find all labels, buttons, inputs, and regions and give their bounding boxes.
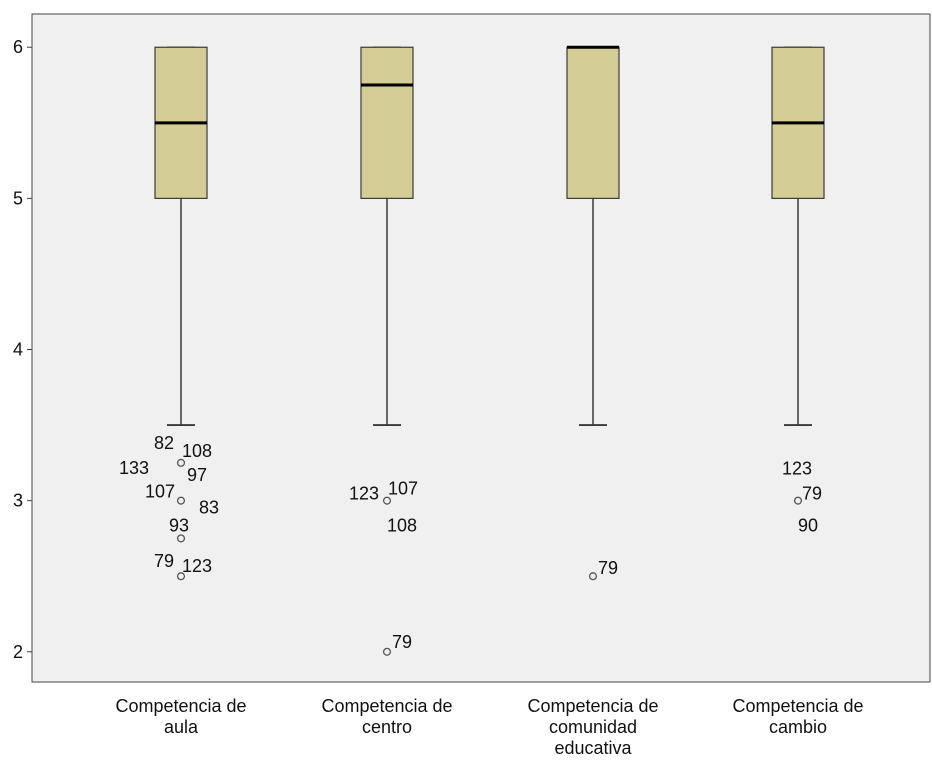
outlier-point	[176, 572, 186, 581]
outlier-point	[588, 572, 598, 581]
box-iqr	[360, 46, 414, 199]
box-group	[154, 46, 208, 581]
outlier-label: 79	[154, 551, 174, 571]
outlier-label: 82	[154, 433, 174, 453]
outlier-label: 79	[598, 558, 618, 578]
outlier-label: 123	[182, 556, 212, 576]
outlier-label: 107	[145, 482, 175, 502]
y-tick-label: 6	[13, 37, 23, 57]
box-layer: 82 108 133 97 107 83 93 79 123 123 107 108 79 79 123 79…	[119, 45, 825, 656]
category-label: Competencia de	[527, 696, 658, 716]
outlier-point	[793, 496, 803, 505]
box-iqr	[566, 46, 620, 199]
box-group	[771, 46, 825, 505]
category-label: centro	[362, 717, 412, 737]
y-tick-label: 2	[13, 642, 23, 662]
category-label: aula	[164, 717, 199, 737]
outlier-label: 107	[388, 479, 418, 499]
outlier-label: 108	[387, 516, 417, 536]
category-label: educativa	[554, 738, 632, 758]
outlier-point	[382, 496, 392, 505]
outlier-label: 83	[199, 498, 219, 518]
outlier-label: 133	[119, 458, 149, 478]
outlier-label: 90	[798, 516, 818, 536]
category-label: Competencia de	[115, 696, 246, 716]
y-tick-label: 4	[13, 340, 23, 360]
outlier-label: 97	[187, 465, 207, 485]
category-label: comunidad	[549, 717, 637, 737]
box-group	[360, 46, 414, 656]
outlier-label: 79	[392, 632, 412, 652]
y-tick-label: 5	[13, 188, 23, 208]
category-label: Competencia de	[732, 696, 863, 716]
outlier-label: 123	[782, 459, 812, 479]
outlier-point	[176, 534, 186, 543]
outlier-label: 108	[182, 441, 212, 461]
outlier-label: 79	[802, 484, 822, 504]
outlier-point	[176, 458, 186, 467]
category-label: cambio	[769, 717, 827, 737]
category-label: Competencia de	[321, 696, 452, 716]
y-tick-label: 3	[13, 491, 23, 511]
outlier-label: 123	[349, 484, 379, 504]
outlier-point	[176, 496, 186, 505]
y-axis: 2 3 4 5 6	[13, 37, 32, 662]
box-group	[566, 45, 620, 581]
outlier-point	[382, 647, 392, 656]
outlier-label: 93	[169, 516, 189, 536]
